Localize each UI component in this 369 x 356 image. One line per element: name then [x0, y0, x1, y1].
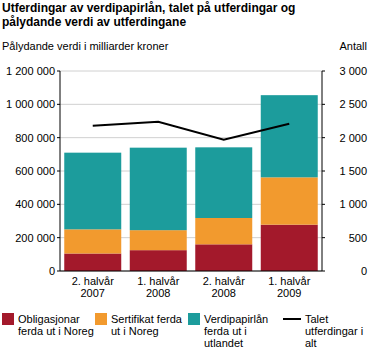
y-axis-label: Pålydande verdi i milliarder kroner: [2, 40, 169, 52]
bar: [261, 95, 318, 177]
text-line: 1. halvår: [137, 275, 180, 287]
bar: [261, 177, 318, 224]
plot-area: [64, 95, 317, 271]
legend-label: Obligasjonarferda ut i Noreg: [18, 313, 94, 337]
text-line: 1. halvår: [268, 275, 311, 287]
tick-label: 3 000: [339, 65, 367, 77]
tick-label: 1 000: [339, 198, 367, 210]
bar: [130, 148, 187, 231]
legend-label: Sertifikat ferdaut i Noreg: [111, 313, 183, 337]
tick-label: 600 000: [15, 165, 55, 177]
text-line: 2008: [212, 287, 236, 299]
text-line: 2007: [81, 287, 105, 299]
bar: [261, 225, 318, 271]
tick-label: 1 200 000: [6, 65, 55, 77]
text-line: Utferdingar av verdipapirlån, talet på u…: [2, 1, 295, 15]
tick-label: 2 500: [339, 98, 367, 110]
tick-label: 1 000 000: [6, 98, 55, 110]
text-line: ut i Noreg: [111, 325, 159, 337]
text-line: Talet: [305, 313, 328, 325]
chart: Utferdingar av verdipapirlån, talet på u…: [0, 0, 369, 356]
text-line: utlandet: [204, 337, 243, 349]
grid-line: [60, 271, 322, 272]
x-axis: [60, 271, 322, 272]
bar: [195, 147, 252, 218]
category-label: 1. halvår2008: [137, 275, 180, 299]
tick-label: 200 000: [15, 232, 55, 244]
text-line: 2. halvår: [72, 275, 115, 287]
tick-label: 1 500: [339, 165, 367, 177]
text-line: 2009: [277, 287, 301, 299]
bar: [64, 229, 121, 253]
bar: [130, 250, 187, 271]
text-line: Sertifikat ferda: [111, 313, 183, 325]
y-axis: [60, 71, 61, 271]
title: Utferdingar av verdipapirlån, talet på u…: [2, 1, 295, 29]
text-line: utferdingar i: [305, 325, 363, 337]
text-line: 2. halvår: [203, 275, 246, 287]
category-label: 2. halvår2008: [203, 275, 246, 299]
legend-swatch: [283, 318, 301, 320]
text-line: Verdipapirlån: [204, 313, 268, 325]
legend-label: Verdipapirlånferda ut iutlandet: [204, 313, 268, 349]
text-line: 2008: [146, 287, 170, 299]
category-label: 1. halvår2009: [268, 275, 311, 299]
legend-swatch: [95, 313, 107, 325]
tick-label: 0: [361, 265, 367, 277]
bar: [195, 218, 252, 244]
text-line: ferda ut i Noreg: [18, 325, 94, 337]
grid-line: [60, 71, 322, 72]
legend-swatch: [188, 313, 200, 325]
tick-label: 400 000: [15, 198, 55, 210]
bar: [195, 244, 252, 271]
tick-label: 0: [49, 265, 55, 277]
bar: [130, 230, 187, 250]
legend-label: Taletutferdingar ialt: [305, 313, 363, 349]
bar: [64, 254, 121, 272]
text-line: Obligasjonar: [18, 313, 80, 325]
bar: [64, 153, 121, 230]
y2-axis-label: Antall: [339, 40, 367, 52]
tick-label: 2 000: [339, 132, 367, 144]
legend-swatch: [2, 313, 14, 325]
text-line: ferda ut i: [204, 325, 247, 337]
text-line: alt: [305, 337, 317, 349]
tick-label: 500: [349, 232, 367, 244]
tick-label: 800 000: [15, 132, 55, 144]
y2-axis: [322, 71, 323, 271]
line: [93, 122, 290, 140]
category-label: 2. halvår2007: [72, 275, 115, 299]
text-line: pålydande verdi av utferdingane: [2, 15, 186, 29]
